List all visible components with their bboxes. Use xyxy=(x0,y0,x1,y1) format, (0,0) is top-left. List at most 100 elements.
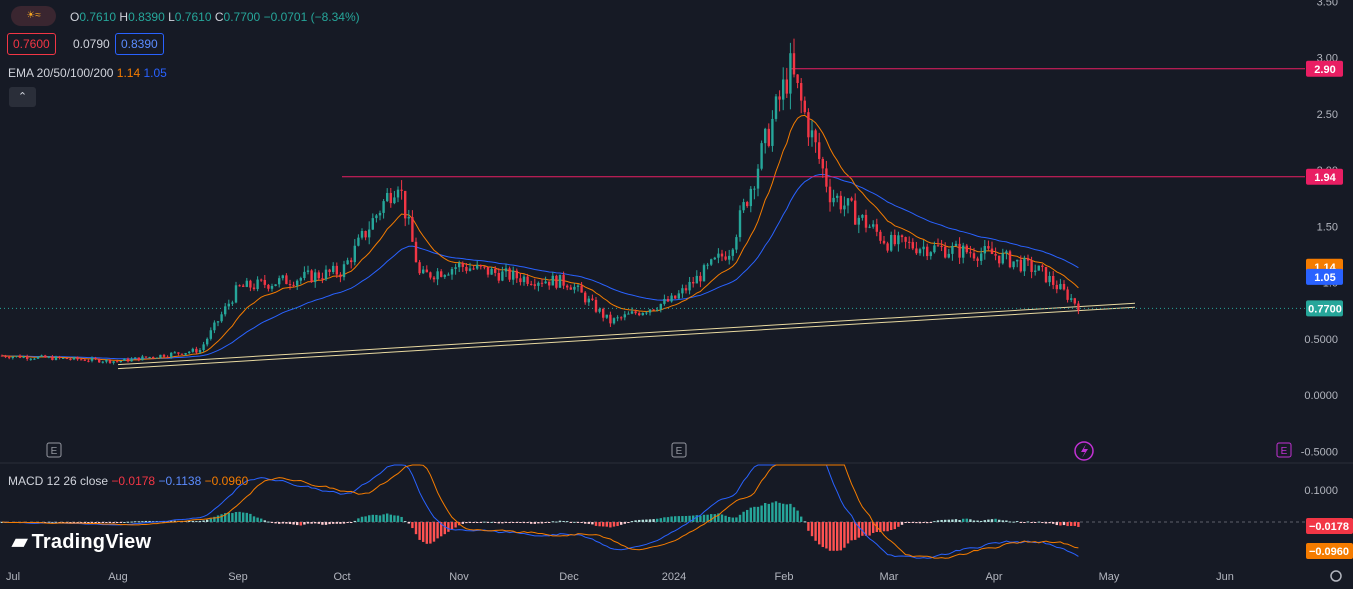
macd-histogram-bar xyxy=(940,519,943,522)
macd-histogram-bar xyxy=(1008,521,1012,523)
candle-body xyxy=(476,265,479,269)
candle-body xyxy=(69,359,72,361)
candle-body xyxy=(882,240,886,244)
candle-body xyxy=(425,269,428,273)
macd-histogram-bar xyxy=(1037,521,1040,523)
macd-histogram-bar xyxy=(238,511,241,522)
candle-body xyxy=(1044,266,1048,283)
ema-short-line xyxy=(1,114,1079,361)
macd-histogram-bar xyxy=(249,513,252,522)
macd-histogram-bar xyxy=(638,519,641,522)
candle-body xyxy=(616,317,619,319)
macd-histogram-bar xyxy=(1062,522,1066,526)
candle-body xyxy=(393,197,396,204)
macd-legend[interactable]: MACD 12 26 close −0.0178 −0.1138 −0.0960 xyxy=(8,474,249,488)
macd-histogram-bar xyxy=(965,518,968,522)
candle-body xyxy=(386,192,389,202)
macd-histogram-bar xyxy=(825,522,828,549)
candle-body xyxy=(926,246,929,257)
candle-body xyxy=(321,278,324,280)
candle-body xyxy=(922,246,925,250)
macd-histogram-bar xyxy=(1041,522,1044,523)
candle-body xyxy=(850,198,853,201)
candle-body xyxy=(342,264,346,278)
macd-histogram-bar xyxy=(821,522,824,548)
macd-histogram-bar xyxy=(868,522,871,536)
macd-histogram-bar xyxy=(659,518,662,522)
candle-body xyxy=(238,285,241,287)
candle-body xyxy=(332,265,335,273)
macd-histogram-bar xyxy=(494,522,497,523)
macd-histogram-bar xyxy=(396,515,400,522)
chevron-up-icon[interactable]: ⌃ xyxy=(9,87,36,107)
macd-histogram-bar xyxy=(105,522,108,523)
macd-histogram-bar xyxy=(324,522,328,525)
candle-body xyxy=(987,246,990,249)
candle-body xyxy=(501,271,504,281)
ask-price[interactable]: 0.8390 xyxy=(115,33,164,55)
candle-body xyxy=(54,356,58,360)
tradingview-logo[interactable]: ▰ TradingView xyxy=(12,531,152,553)
macd-histogram-bar xyxy=(368,515,371,522)
candle-body xyxy=(101,361,104,363)
macd-histogram-bar xyxy=(904,522,907,523)
candle-body xyxy=(285,275,288,285)
candle-body xyxy=(112,361,115,363)
macd-histogram-bar xyxy=(476,522,479,523)
macd-histogram-bar xyxy=(216,515,220,522)
candle-body xyxy=(908,241,911,243)
candle-body xyxy=(134,357,137,359)
candle-body xyxy=(1023,258,1026,272)
macd-histogram-bar xyxy=(310,522,313,524)
macd-histogram-bar xyxy=(332,522,335,524)
macd-histogram-bar xyxy=(274,522,277,524)
macd-histogram-bar xyxy=(1077,522,1080,527)
macd-histogram-bar xyxy=(828,522,832,551)
macd-histogram-bar xyxy=(389,514,392,522)
macd-histogram-bar xyxy=(51,521,54,523)
ema-legend[interactable]: EMA 20/50/100/200 1.14 1.05 xyxy=(8,66,167,80)
sun-icon[interactable]: ☀≈ xyxy=(11,6,56,26)
candle-body xyxy=(44,355,47,358)
macd-histogram-bar xyxy=(879,522,882,533)
candle-body xyxy=(94,358,97,360)
macd-histogram-bar xyxy=(810,522,814,537)
candle-body xyxy=(551,275,554,286)
candle-body xyxy=(274,284,277,286)
candle-body xyxy=(317,272,320,279)
candle-body xyxy=(33,358,36,360)
macd-histogram-bar xyxy=(72,522,76,523)
candle-body xyxy=(620,317,623,319)
macd-histogram-bar xyxy=(342,522,346,524)
macd-histogram-bar xyxy=(501,522,504,524)
macd-histogram-bar xyxy=(548,522,551,523)
candle-body xyxy=(436,271,439,280)
candle-body xyxy=(836,195,839,198)
candle-body xyxy=(105,359,108,362)
x-tick-label: Oct xyxy=(333,571,350,583)
candle-body xyxy=(936,245,940,247)
candle-body xyxy=(724,256,727,260)
macd-histogram-bar xyxy=(504,522,508,523)
macd-histogram-bar xyxy=(134,521,137,523)
macd-histogram-bar xyxy=(782,503,785,522)
macd-histogram-bar xyxy=(360,516,364,522)
candle-body xyxy=(918,249,922,254)
candle-body xyxy=(756,168,760,189)
macd-histogram-bar xyxy=(724,515,727,522)
candle-body xyxy=(605,314,608,318)
candle-body xyxy=(1066,289,1069,300)
candle-body xyxy=(735,237,738,250)
macd-histogram-bar xyxy=(792,507,796,522)
macd-histogram-bar xyxy=(141,521,144,523)
candle-body xyxy=(227,303,230,307)
bid-price[interactable]: 0.7600 xyxy=(7,33,56,55)
candle-body xyxy=(407,217,410,219)
macd-histogram-bar xyxy=(976,520,979,522)
macd-histogram-bar xyxy=(447,522,450,532)
macd-histogram-bar xyxy=(281,522,284,524)
candle-body xyxy=(350,260,353,263)
candle-body xyxy=(594,299,598,312)
x-tick-label: May xyxy=(1099,571,1120,583)
